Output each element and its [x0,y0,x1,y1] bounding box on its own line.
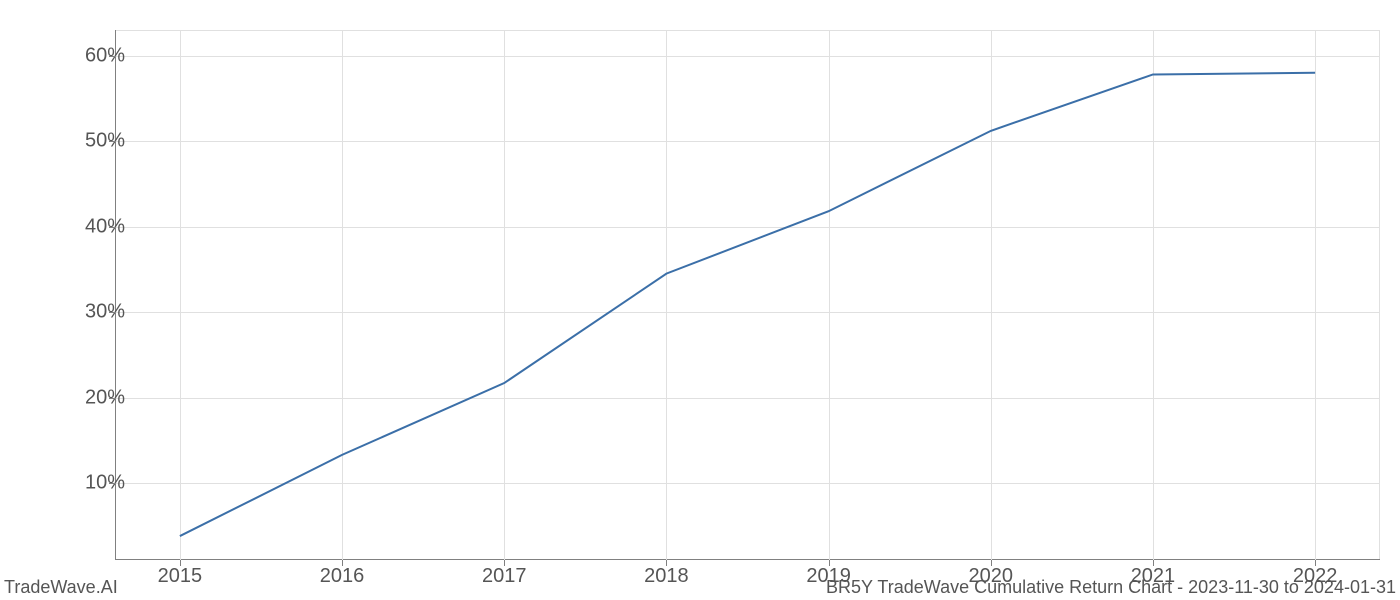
x-tick-label: 2015 [158,565,203,588]
footer-right-text: BR5Y TradeWave Cumulative Return Chart -… [826,577,1396,598]
x-tick-label: 2017 [482,565,527,588]
y-tick-label: 10% [65,472,125,495]
x-tick-mark [504,560,505,566]
x-tick-label: 2018 [644,565,689,588]
y-tick-mark [109,56,115,57]
y-tick-mark [109,483,115,484]
y-tick-label: 20% [65,386,125,409]
y-tick-mark [109,141,115,142]
chart-plot-area [115,30,1380,560]
y-tick-label: 30% [65,301,125,324]
x-tick-mark [1315,560,1316,566]
x-tick-mark [829,560,830,566]
y-tick-mark [109,227,115,228]
footer-left-text: TradeWave.AI [4,577,118,598]
x-tick-mark [1153,560,1154,566]
y-tick-mark [109,398,115,399]
y-tick-mark [109,312,115,313]
line-series [115,30,1380,560]
x-tick-mark [342,560,343,566]
y-tick-label: 40% [65,215,125,238]
x-tick-mark [180,560,181,566]
y-tick-label: 50% [65,130,125,153]
y-tick-label: 60% [65,44,125,67]
x-tick-mark [666,560,667,566]
x-tick-label: 2016 [320,565,365,588]
x-tick-mark [991,560,992,566]
